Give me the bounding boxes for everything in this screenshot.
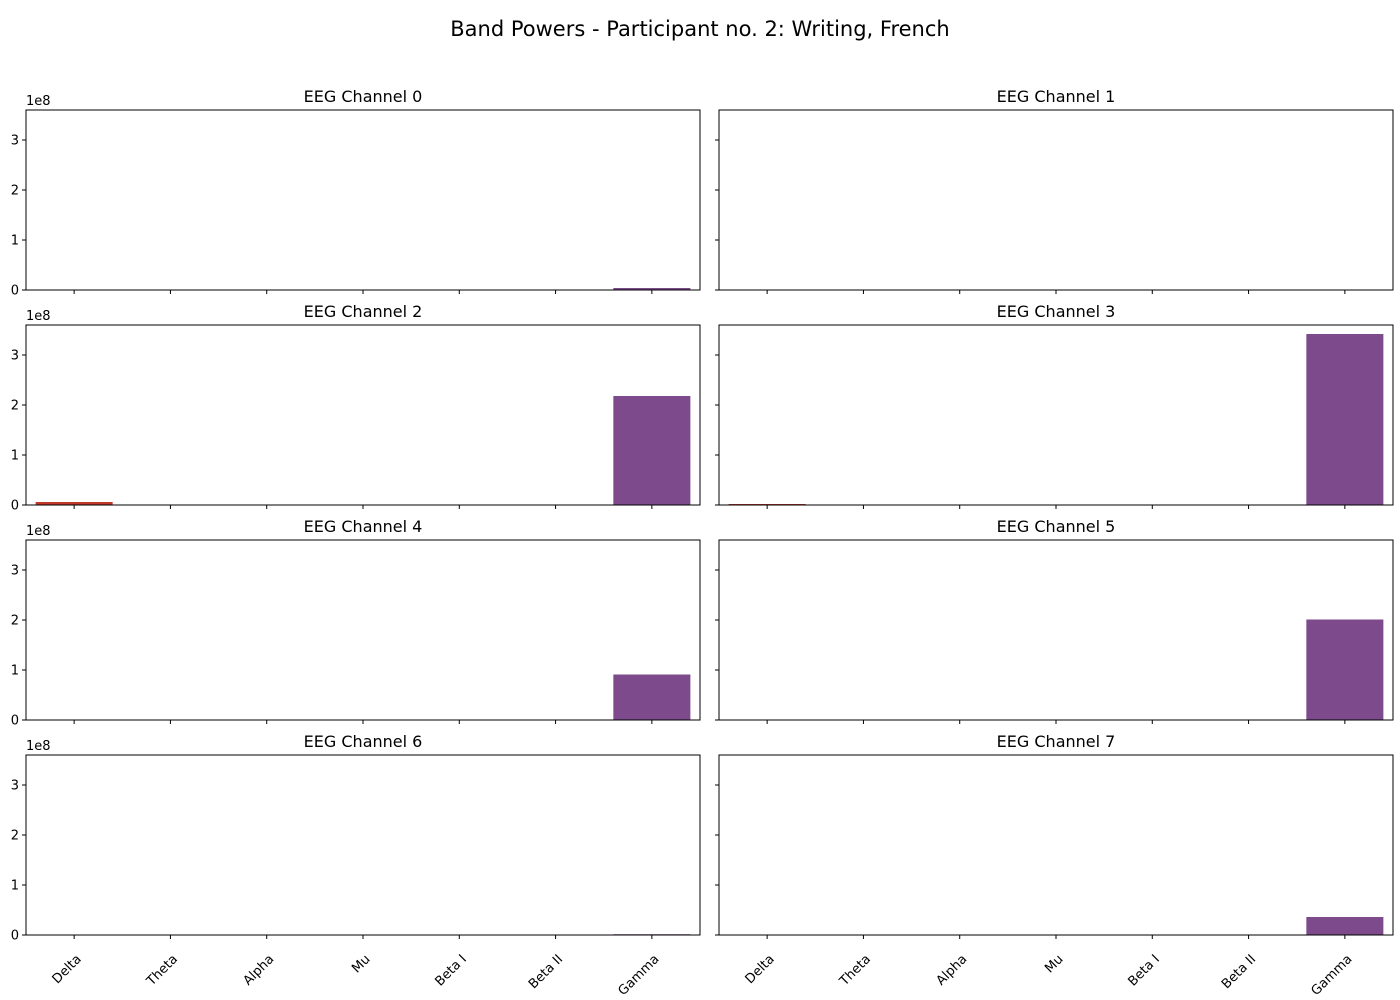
bar-gamma bbox=[1306, 917, 1384, 935]
subplot-5: EEG Channel 5 bbox=[715, 517, 1394, 724]
subplot-title: EEG Channel 6 bbox=[304, 732, 423, 751]
x-tick-label: Beta II bbox=[1219, 952, 1259, 992]
subplot-1: EEG Channel 1 bbox=[715, 87, 1394, 294]
x-tick-label: Beta I bbox=[1125, 952, 1162, 989]
bar-gamma bbox=[1306, 619, 1384, 720]
y-tick-label: 2 bbox=[11, 399, 19, 414]
y-tick-label: 3 bbox=[11, 349, 19, 364]
subplot-7: EEG Channel 7 Delta Theta Alpha Mu Beta I Beta… bbox=[715, 732, 1394, 999]
x-tick-label: Delta bbox=[50, 952, 85, 987]
subplot-title: EEG Channel 5 bbox=[997, 517, 1116, 536]
figure-title: Band Powers - Participant no. 2: Writing… bbox=[450, 17, 949, 41]
y-tick-label: 2 bbox=[11, 614, 19, 629]
y-tick-label: 1 bbox=[11, 879, 19, 894]
axes-frame bbox=[25, 324, 701, 506]
bar-gamma bbox=[613, 396, 691, 505]
subplot-grid: EEG Channel 0 0 1 2 3 1e8 EEG Channel 1 EEG Cha… bbox=[11, 87, 1394, 999]
x-tick-label: Delta bbox=[743, 952, 778, 987]
axes-frame bbox=[25, 754, 701, 936]
x-tick-label: Theta bbox=[836, 952, 874, 990]
y-tick-label: 2 bbox=[11, 184, 19, 199]
y-multiplier-label: 1e8 bbox=[26, 309, 51, 324]
y-tick-label: 0 bbox=[11, 929, 19, 944]
y-tick-label: 1 bbox=[11, 449, 19, 464]
y-tick-label: 2 bbox=[11, 829, 19, 844]
subplot-title: EEG Channel 4 bbox=[304, 517, 423, 536]
subplot-4: EEG Channel 4 0 1 2 3 1e8 bbox=[11, 517, 701, 729]
y-multiplier-label: 1e8 bbox=[26, 94, 51, 109]
bar-delta bbox=[35, 502, 113, 505]
y-multiplier-label: 1e8 bbox=[26, 739, 51, 754]
bar-gamma bbox=[613, 674, 691, 720]
y-multiplier-label: 1e8 bbox=[26, 524, 51, 539]
x-tick-label: Mu bbox=[1042, 952, 1066, 976]
axes-frame bbox=[25, 109, 701, 291]
y-tick-label: 3 bbox=[11, 779, 19, 794]
axes-frame bbox=[25, 539, 701, 721]
x-tick-label: Alpha bbox=[241, 952, 278, 989]
y-tick-label: 3 bbox=[11, 134, 19, 149]
axes-frame bbox=[718, 539, 1394, 721]
subplot-6: EEG Channel 6 0 1 2 3 1e8 Delta Theta Alpha Mu Bet… bbox=[11, 732, 701, 999]
subplot-title: EEG Channel 3 bbox=[997, 302, 1116, 321]
axes-frame bbox=[718, 324, 1394, 506]
x-tick-label: Mu bbox=[349, 952, 373, 976]
y-tick-label: 1 bbox=[11, 664, 19, 679]
x-tick-label: Beta I bbox=[432, 952, 469, 989]
bar-gamma bbox=[613, 288, 691, 290]
bar-gamma bbox=[1306, 334, 1384, 505]
subplot-2: EEG Channel 2 0 1 2 3 1e8 bbox=[11, 302, 701, 514]
axes-frame bbox=[718, 754, 1394, 936]
subplot-0: EEG Channel 0 0 1 2 3 1e8 bbox=[11, 87, 701, 299]
x-tick-label: Beta II bbox=[526, 952, 566, 992]
subplot-title: EEG Channel 0 bbox=[304, 87, 423, 106]
y-tick-label: 3 bbox=[11, 564, 19, 579]
y-tick-label: 1 bbox=[11, 234, 19, 249]
subplot-title: EEG Channel 2 bbox=[304, 302, 423, 321]
x-tick-label: Alpha bbox=[934, 952, 971, 989]
subplot-title: EEG Channel 1 bbox=[997, 87, 1116, 106]
y-tick-label: 0 bbox=[11, 499, 19, 514]
axes-frame bbox=[718, 109, 1394, 291]
y-tick-label: 0 bbox=[11, 714, 19, 729]
x-tick-label: Gamma bbox=[616, 952, 663, 999]
subplot-3: EEG Channel 3 bbox=[715, 302, 1394, 509]
y-tick-label: 0 bbox=[11, 284, 19, 299]
subplot-title: EEG Channel 7 bbox=[997, 732, 1116, 751]
x-tick-label: Gamma bbox=[1309, 952, 1356, 999]
x-tick-label: Theta bbox=[143, 952, 181, 990]
